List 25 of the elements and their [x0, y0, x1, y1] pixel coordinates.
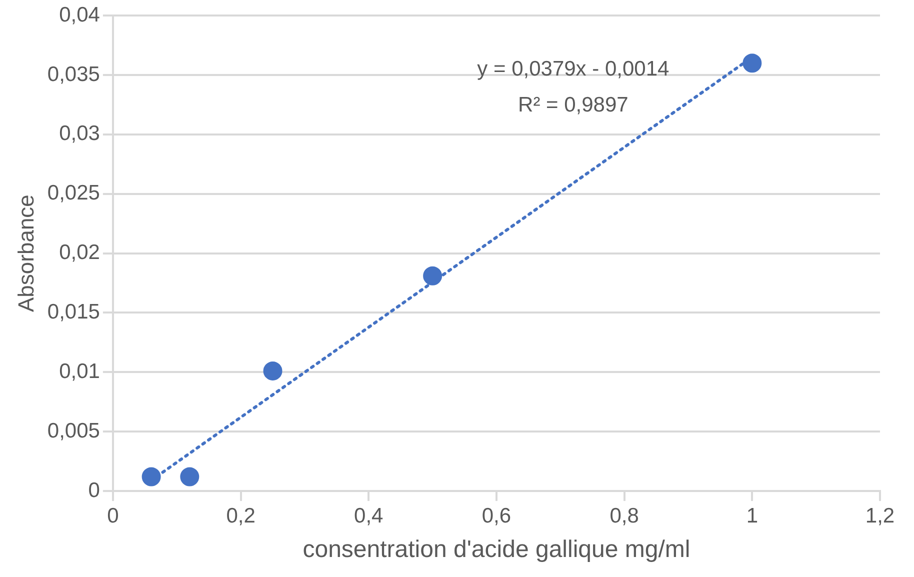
- annotation: y = 0,0379x - 0,0014: [477, 58, 670, 81]
- x-tick-label: 0,6: [482, 504, 512, 528]
- x-tick-label: 1: [746, 504, 758, 528]
- x-tick-label: 0,8: [610, 504, 639, 528]
- x-tick-label: 0: [107, 504, 119, 528]
- x-tick-label: 0,2: [226, 504, 256, 528]
- annotation: R² = 0,9897: [518, 94, 628, 117]
- y-tick-label: 0,03: [59, 122, 100, 146]
- y-tick-label: 0: [88, 478, 100, 502]
- y-tick-label: 0,025: [47, 182, 100, 205]
- y-tick-label: 0,015: [47, 300, 100, 324]
- y-tick-label: 0,02: [59, 241, 100, 264]
- x-axis-title: consentration d'acide gallique mg/ml: [302, 536, 690, 564]
- y-axis-title: Absorbance: [13, 194, 38, 312]
- x-tick-label: 1,2: [865, 504, 895, 528]
- x-tick-label: 0,4: [354, 504, 384, 528]
- point: [423, 266, 442, 286]
- y-tick-label: 0,01: [59, 360, 100, 383]
- point: [180, 467, 200, 486]
- y-tick-label: 0,035: [47, 62, 100, 86]
- y-tick-label: 0,04: [59, 3, 100, 26]
- point: [263, 361, 282, 380]
- y-tick-label: 0,005: [47, 419, 100, 442]
- point: [742, 54, 762, 73]
- point: [142, 467, 161, 486]
